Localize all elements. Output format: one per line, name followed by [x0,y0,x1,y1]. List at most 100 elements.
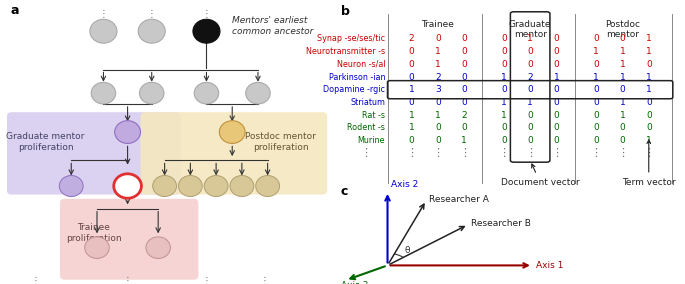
Text: 0: 0 [501,123,507,132]
Text: Rat -s: Rat -s [362,110,385,120]
Text: 0: 0 [501,34,507,43]
Text: 0: 0 [619,85,625,94]
Text: Synap -se/ses/tic: Synap -se/ses/tic [317,34,385,43]
Text: 1: 1 [646,47,651,56]
Text: 0: 0 [646,98,651,107]
Text: 1: 1 [619,98,625,107]
Text: ⋮: ⋮ [260,276,269,284]
Text: 0: 0 [553,85,560,94]
Circle shape [256,176,279,197]
Text: Graduate mentor
proliferation: Graduate mentor proliferation [6,132,85,152]
Circle shape [91,82,116,104]
Circle shape [195,82,219,104]
Text: 0: 0 [646,110,651,120]
Text: 1: 1 [409,110,414,120]
Text: 0: 0 [409,47,414,56]
Text: 0: 0 [527,60,533,69]
Text: 0: 0 [593,98,599,107]
Text: 0: 0 [435,98,440,107]
Text: Axis 3: Axis 3 [340,281,368,284]
Text: b: b [340,5,349,18]
Text: Postdoc
mentor: Postdoc mentor [605,20,640,39]
Text: ⋮: ⋮ [432,148,443,158]
Text: 0: 0 [553,60,560,69]
Text: 1: 1 [435,60,440,69]
Text: 0: 0 [501,136,507,145]
Text: Axis 2: Axis 2 [390,180,418,189]
Text: 0: 0 [646,123,651,132]
Text: 1: 1 [619,72,625,82]
Text: 1: 1 [435,47,440,56]
Text: 0: 0 [501,47,507,56]
Text: 0: 0 [553,110,560,120]
Text: 0: 0 [593,123,599,132]
FancyBboxPatch shape [60,199,199,280]
Circle shape [90,19,117,43]
Text: 2: 2 [409,34,414,43]
Text: 1: 1 [619,110,625,120]
Text: 0: 0 [462,34,467,43]
Circle shape [179,176,202,197]
Text: 1: 1 [619,60,625,69]
Text: 0: 0 [527,85,533,94]
Text: 2: 2 [435,72,440,82]
Text: 1: 1 [646,136,651,145]
Text: 1: 1 [501,72,507,82]
Text: 0: 0 [553,123,560,132]
Text: 1: 1 [501,98,507,107]
Text: 0: 0 [462,72,467,82]
Text: 0: 0 [435,34,440,43]
Text: 1: 1 [409,85,414,94]
Text: Postdoc mentor
proliferation: Postdoc mentor proliferation [245,132,316,152]
Text: 0: 0 [409,60,414,69]
Text: 1: 1 [646,72,651,82]
Text: Rodent -s: Rodent -s [347,123,385,132]
Text: ⋮: ⋮ [123,276,132,284]
Text: 1: 1 [646,85,651,94]
Text: 1: 1 [409,123,414,132]
Text: ⋮: ⋮ [99,9,108,18]
Text: 1: 1 [593,47,599,56]
Text: 0: 0 [462,98,467,107]
Text: 0: 0 [501,85,507,94]
Text: Neuron -s/al: Neuron -s/al [336,60,385,69]
Circle shape [230,176,253,197]
Text: ⋮: ⋮ [201,9,212,18]
Text: Dopamine -rgic: Dopamine -rgic [323,85,385,94]
Text: Term vector: Term vector [622,140,675,187]
Circle shape [140,82,164,104]
Text: 0: 0 [462,85,467,94]
Text: 1: 1 [501,110,507,120]
Circle shape [114,121,140,143]
FancyBboxPatch shape [140,112,327,195]
Text: 0: 0 [553,34,560,43]
Text: 1: 1 [593,72,599,82]
Text: Axis 1: Axis 1 [536,261,564,270]
Text: ⋮: ⋮ [31,276,40,284]
Text: 0: 0 [527,110,533,120]
Text: 0: 0 [527,47,533,56]
Text: 1: 1 [435,110,440,120]
Text: 0: 0 [619,123,625,132]
Text: c: c [340,185,348,198]
Text: 0: 0 [462,123,467,132]
Text: Graduate
mentor: Graduate mentor [509,20,551,39]
Text: Mentors' earliest
common ancestor: Mentors' earliest common ancestor [232,16,314,36]
Text: 2: 2 [462,110,467,120]
Text: 0: 0 [593,110,599,120]
Text: ⋮: ⋮ [201,276,212,284]
Text: 0: 0 [527,123,533,132]
Text: 0: 0 [553,136,560,145]
Circle shape [193,19,220,43]
Text: 0: 0 [553,47,560,56]
Circle shape [60,176,83,197]
Text: ⋮: ⋮ [360,148,371,158]
Text: 1: 1 [462,136,467,145]
Text: 0: 0 [593,136,599,145]
Text: 3: 3 [435,85,440,94]
Text: Parkinson -ian: Parkinson -ian [329,72,385,82]
Text: 0: 0 [409,98,414,107]
Text: Document vector: Document vector [501,164,580,187]
Text: ⋮: ⋮ [643,148,654,158]
Circle shape [219,121,245,143]
